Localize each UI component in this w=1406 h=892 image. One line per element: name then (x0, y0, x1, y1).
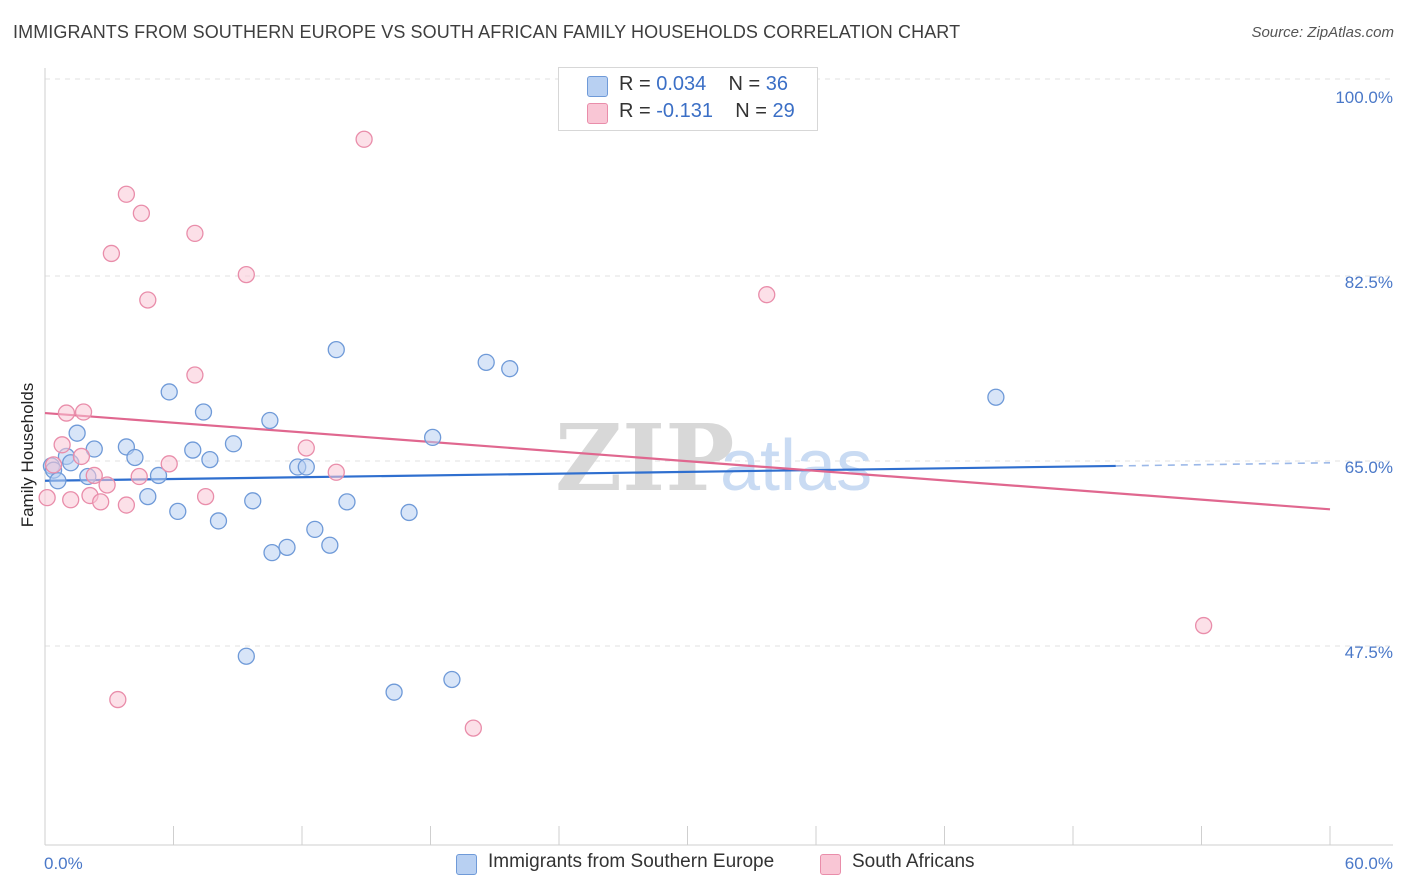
bottom-legend-label-pink: South Africans (852, 851, 975, 872)
y-tick-label: 65.0% (1345, 458, 1393, 477)
point-south-africans (130, 467, 148, 486)
point-south-africans (186, 224, 204, 243)
point-south-africans (117, 185, 136, 203)
legend-blue-r-value: 0.034 (656, 73, 707, 95)
point-southern-europe (169, 502, 187, 521)
point-south-africans (62, 491, 80, 509)
point-southern-europe (327, 341, 345, 359)
trend-line-pink (44, 411, 1331, 511)
point-southern-europe (237, 647, 255, 665)
point-southern-europe (261, 411, 279, 430)
legend-swatch-pink (587, 103, 608, 124)
point-south-africans (72, 447, 91, 466)
chart-title: IMMIGRANTS FROM SOUTHERN EUROPE VS SOUTH… (13, 22, 961, 42)
point-southern-europe (126, 448, 144, 467)
point-southern-europe (423, 428, 442, 447)
point-south-africans (132, 204, 151, 222)
point-south-africans (355, 130, 373, 148)
bottom-legend-swatch-pink (820, 854, 841, 875)
point-southern-europe (224, 435, 243, 453)
point-southern-europe (201, 450, 219, 469)
y-tick-label: 100.0% (1335, 88, 1393, 107)
trend-line-blue-extension (1115, 461, 1331, 467)
watermark: ZIP atlas (555, 404, 872, 512)
point-south-africans (237, 265, 255, 284)
point-southern-europe (385, 683, 403, 701)
point-south-africans (196, 487, 215, 506)
point-south-africans (117, 496, 136, 514)
point-south-africans (57, 404, 76, 422)
point-south-africans (44, 456, 63, 474)
point-southern-europe (184, 441, 202, 459)
legend-pink-r-label: R = (619, 100, 657, 122)
point-south-africans (74, 403, 93, 421)
point-southern-europe (297, 458, 315, 476)
point-south-africans (102, 244, 121, 263)
point-southern-europe (263, 543, 281, 562)
data-points (38, 130, 1213, 737)
legend-pink-r-value: -0.131 (656, 100, 713, 122)
point-south-africans (758, 286, 776, 304)
trend-lines (44, 411, 1331, 511)
legend-pink-n-value: 29 (772, 100, 795, 122)
bottom-legend-label-blue: Immigrants from Southern Europe (488, 851, 775, 872)
point-south-africans (38, 489, 56, 507)
point-southern-europe (49, 472, 67, 490)
point-south-africans (53, 436, 71, 454)
point-southern-europe (501, 360, 519, 378)
legend: R = 0.034 N = 36 R = -0.131 N = 29 (558, 67, 818, 131)
point-southern-europe (244, 492, 262, 510)
legend-swatch-blue (587, 76, 608, 97)
point-southern-europe (68, 424, 86, 442)
point-southern-europe (160, 383, 178, 401)
point-southern-europe (321, 536, 339, 554)
gridlines (45, 78, 1393, 647)
point-south-africans (85, 466, 103, 485)
point-southern-europe (139, 487, 157, 506)
point-southern-europe (443, 670, 461, 689)
x-tick-label-max: 60.0% (1345, 854, 1393, 873)
point-southern-europe (987, 388, 1005, 406)
trend-line-blue (44, 464, 1116, 482)
point-south-africans (297, 439, 315, 457)
y-tick-labels: 100.0% 82.5% 65.0% 47.5% (1335, 88, 1393, 662)
point-south-africans (98, 476, 116, 494)
point-south-africans (1194, 616, 1213, 635)
bottom-legend-swatch-blue (456, 854, 477, 875)
point-south-africans (109, 690, 127, 709)
point-south-africans (327, 463, 345, 481)
legend-blue-n-label: N = (728, 73, 766, 95)
legend-pink-n-label: N = (735, 100, 773, 122)
point-southern-europe (85, 440, 103, 458)
point-south-africans (160, 455, 178, 473)
source-label: Source: ZipAtlas.com (1251, 24, 1394, 41)
point-south-africans (186, 366, 204, 384)
point-southern-europe (400, 503, 418, 522)
point-southern-europe (194, 403, 213, 421)
legend-blue-n-value: 36 (765, 73, 789, 95)
point-south-africans (139, 291, 157, 309)
point-southern-europe (209, 512, 228, 530)
point-southern-europe (477, 353, 495, 371)
point-southern-europe (306, 520, 324, 539)
point-southern-europe (149, 466, 168, 485)
y-tick-label: 47.5% (1345, 643, 1393, 662)
legend-blue-r-label: R = (619, 73, 657, 95)
point-south-africans (464, 719, 482, 737)
axes (44, 68, 1393, 846)
point-southern-europe (338, 493, 356, 511)
point-south-africans (92, 493, 110, 511)
y-tick-label: 82.5% (1345, 273, 1393, 292)
point-southern-europe (278, 538, 296, 556)
x-tick-label-min: 0.0% (44, 854, 83, 873)
